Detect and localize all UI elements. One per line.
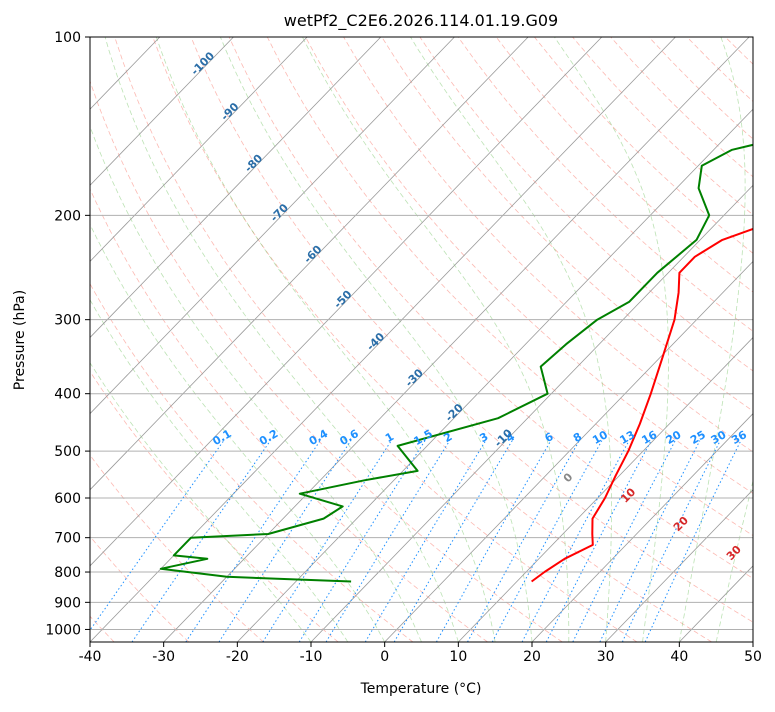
- x-tick-label: -40: [79, 649, 102, 665]
- y-tick-label: 900: [54, 595, 81, 611]
- y-tick-label: 600: [54, 491, 81, 507]
- y-tick-label: 1000: [45, 622, 81, 638]
- chart-title: wetPf2_C2E6.2026.114.01.19.G09: [284, 11, 558, 31]
- x-tick-label: 50: [744, 649, 762, 665]
- x-tick-label: -10: [300, 649, 323, 665]
- y-tick-label: 800: [54, 565, 81, 581]
- x-tick-label: 0: [380, 649, 389, 665]
- y-tick-label: 100: [54, 30, 81, 46]
- x-tick-label: -20: [226, 649, 249, 665]
- y-tick-label: 500: [54, 444, 81, 460]
- x-tick-label: 20: [523, 649, 541, 665]
- x-axis-label: Temperature (°C): [360, 681, 482, 697]
- x-tick-label: -30: [152, 649, 175, 665]
- x-tick-label: 30: [597, 649, 615, 665]
- x-tick-label: 40: [670, 649, 688, 665]
- y-tick-label: 200: [54, 208, 81, 224]
- y-axis-label: Pressure (hPa): [12, 290, 28, 390]
- y-tick-label: 400: [54, 387, 81, 403]
- x-tick-label: 10: [449, 649, 467, 665]
- y-tick-label: 300: [54, 313, 81, 329]
- y-tick-label: 700: [54, 531, 81, 547]
